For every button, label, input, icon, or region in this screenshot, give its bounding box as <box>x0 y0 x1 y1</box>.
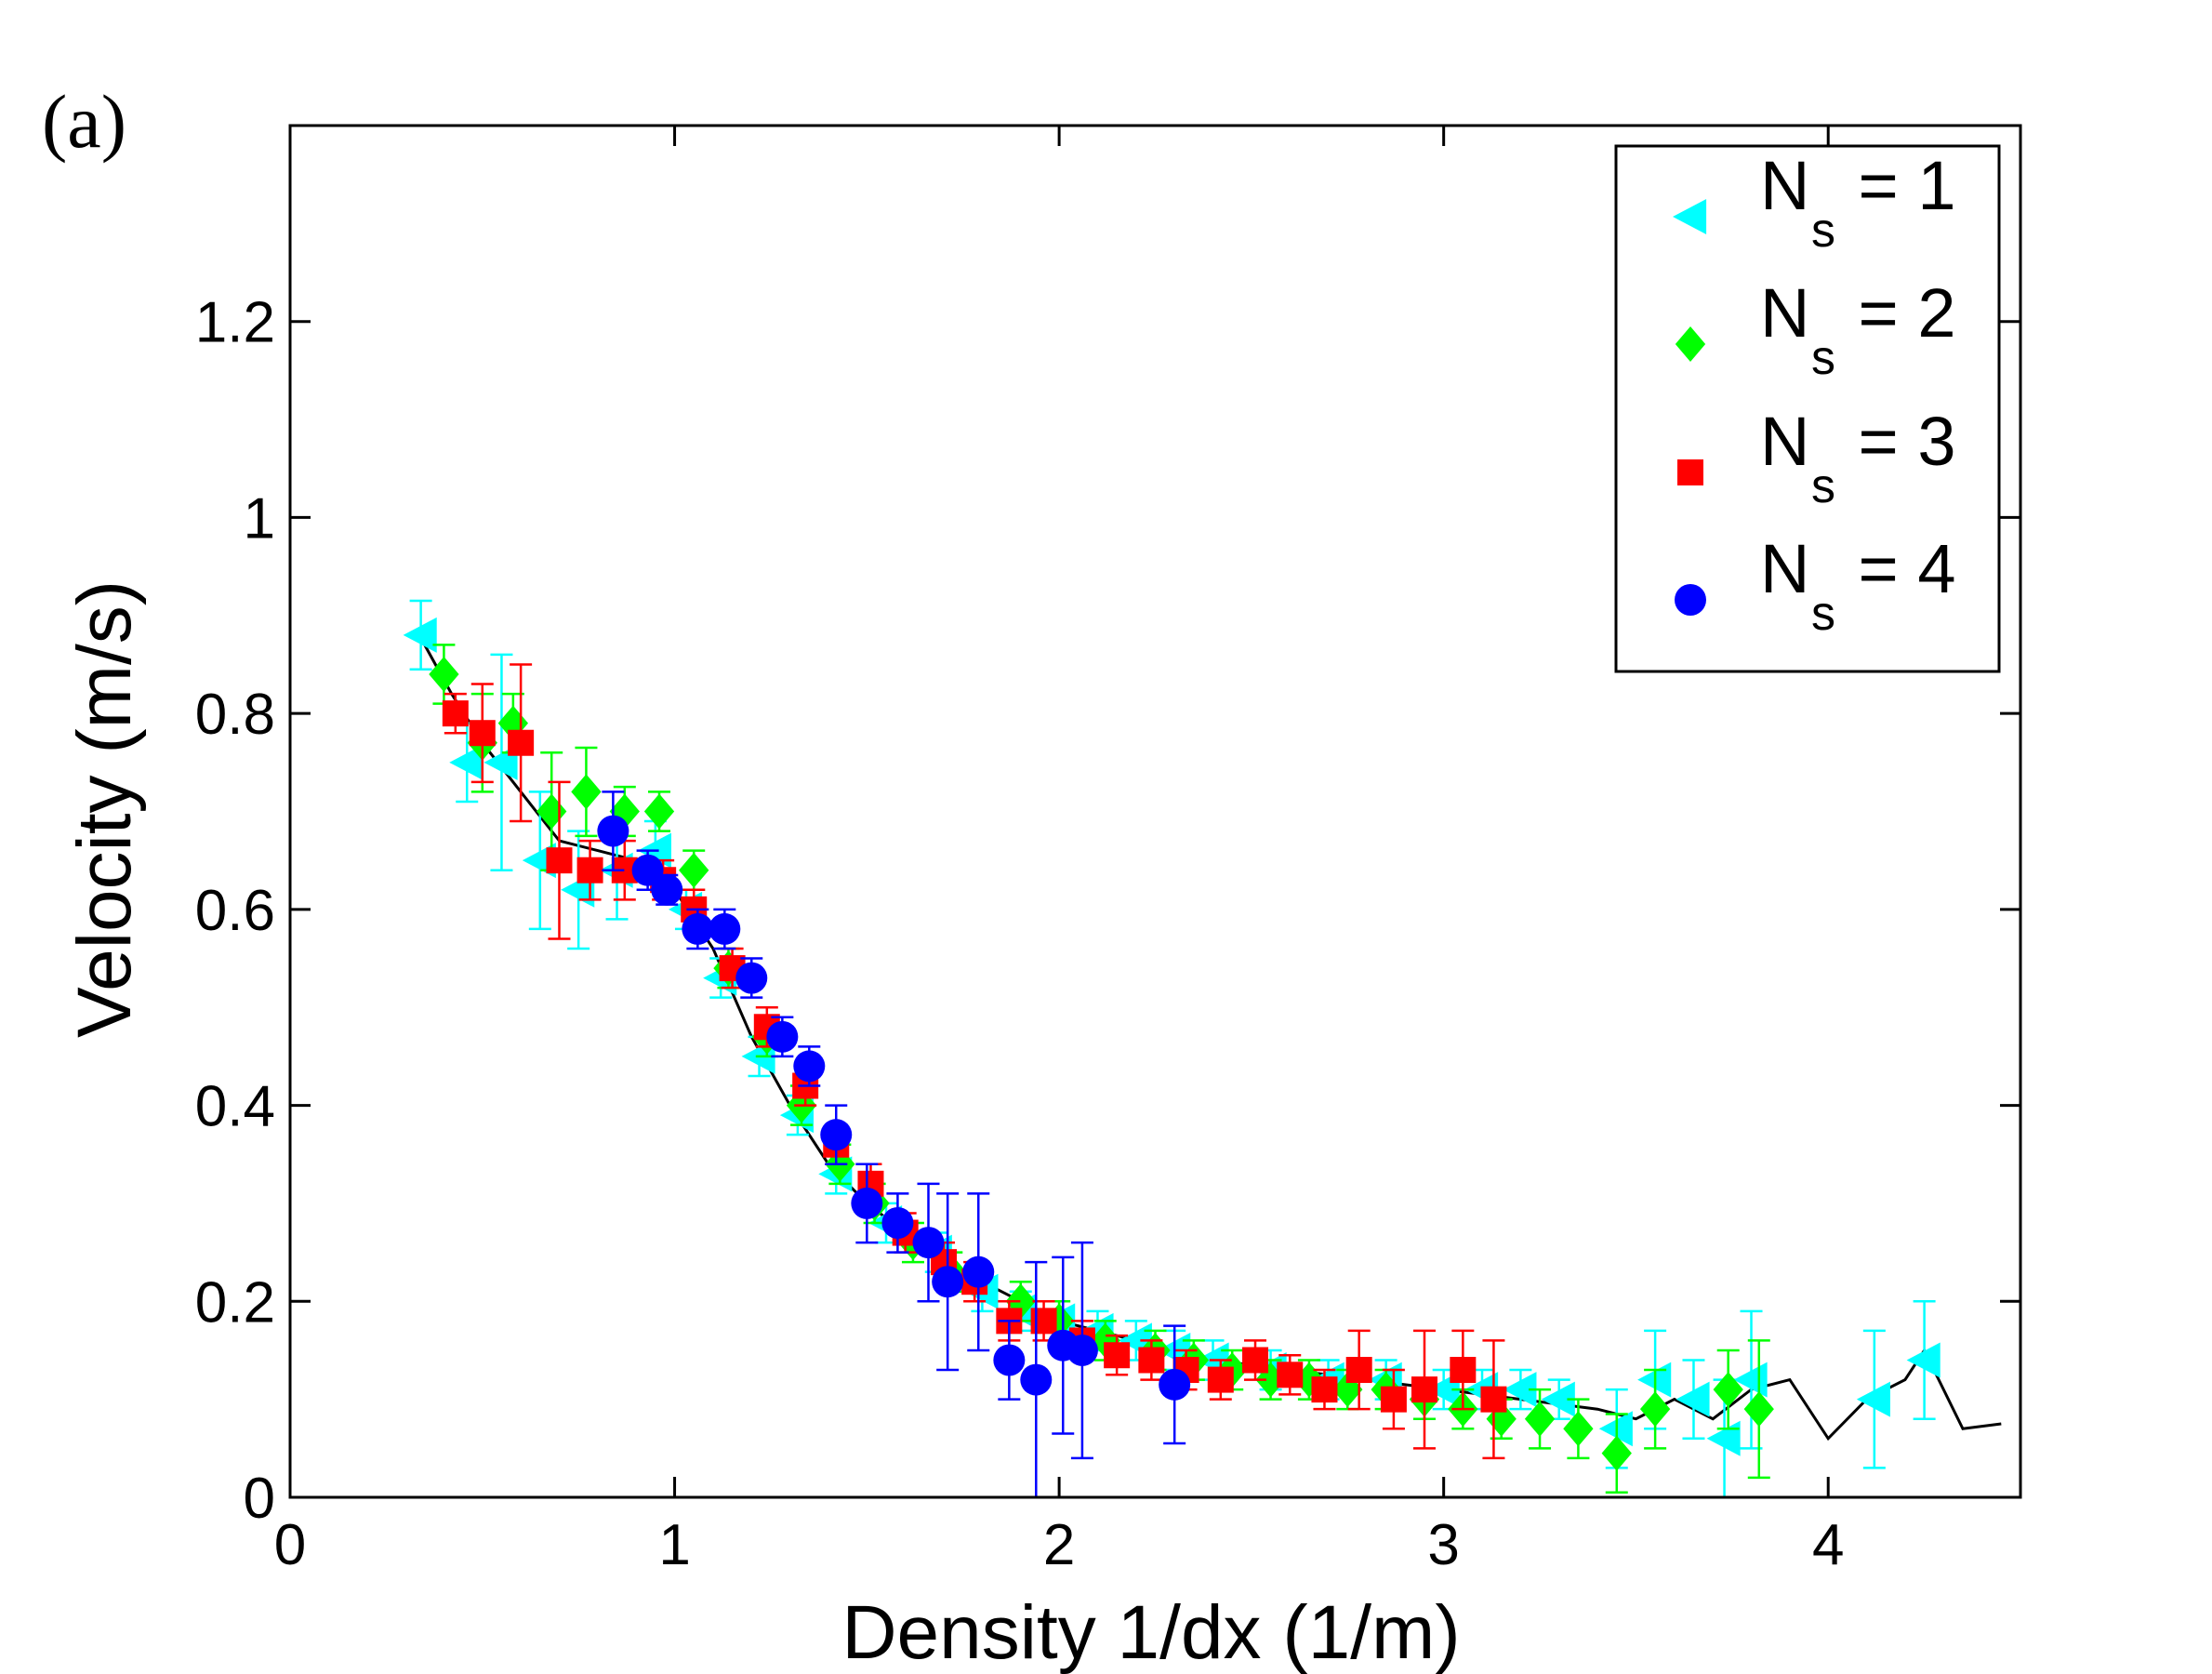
data-point <box>508 729 535 756</box>
data-point <box>1676 1381 1710 1417</box>
data-point <box>820 1119 853 1151</box>
axes: 0 1 2 3 4 0 0.2 0.4 0.6 0.8 1 1.2 <box>195 124 2022 1577</box>
data-point <box>597 815 629 847</box>
legend-symbol: N <box>1760 530 1809 607</box>
legend: N s = 1 N s = 2 N s = 3 N s = 4 <box>1614 144 2001 673</box>
data-point <box>1345 1357 1372 1384</box>
legend-symbol: N <box>1760 147 1809 224</box>
data-point <box>912 1227 945 1259</box>
legend-marker <box>1673 199 1707 234</box>
data-point <box>1030 1308 1057 1335</box>
legend-marker <box>1675 326 1706 362</box>
x-tick-label: 1 <box>658 1513 690 1577</box>
y-tick-label: 0.6 <box>195 879 275 943</box>
y-tick-label: 0.2 <box>195 1270 275 1335</box>
data-point <box>429 657 459 692</box>
data-point <box>679 852 709 888</box>
data-point <box>1207 1366 1234 1393</box>
data-point <box>1104 1342 1131 1369</box>
data-point <box>735 962 768 994</box>
legend-subscript: s <box>1811 331 1835 385</box>
data-point <box>1450 1357 1477 1384</box>
data-point <box>1480 1386 1507 1413</box>
legend-marker <box>1677 459 1703 485</box>
y-tick-label: 0 <box>244 1467 275 1531</box>
legend-entry-2: N s = 2 <box>1760 274 1956 385</box>
data-point <box>449 744 483 780</box>
x-axis-title: Density 1/dx (1/m) <box>841 1590 1460 1674</box>
data-point <box>571 774 602 810</box>
data-point <box>1524 1401 1556 1437</box>
data-point <box>709 912 741 945</box>
data-point <box>1856 1381 1890 1417</box>
legend-entry-3: N s = 3 <box>1760 403 1956 513</box>
data-point <box>1138 1347 1165 1374</box>
legend-marker <box>1675 584 1706 616</box>
panel-label: (a) <box>42 79 126 164</box>
data-point <box>1541 1381 1575 1417</box>
x-tick-label: 2 <box>1043 1513 1075 1577</box>
data-point <box>1242 1347 1269 1374</box>
data-point <box>881 1207 914 1239</box>
data-point <box>962 1256 995 1288</box>
data-point <box>1380 1386 1407 1413</box>
legend-box <box>1614 144 2001 673</box>
data-point <box>651 873 683 906</box>
data-point <box>1713 1372 1743 1408</box>
data-point <box>1159 1368 1191 1401</box>
legend-entry-4: N s = 4 <box>1760 530 1956 641</box>
x-tick-label: 4 <box>1812 1513 1844 1577</box>
x-tick-label: 0 <box>274 1513 306 1577</box>
legend-subscript: s <box>1811 204 1835 258</box>
plot-area <box>403 599 2002 1499</box>
data-point <box>932 1266 964 1298</box>
y-axis-title: Velocity (m/s) <box>62 580 147 1038</box>
data-point <box>1601 1435 1632 1471</box>
data-point <box>1743 1391 1774 1428</box>
y-tick-label: 0.8 <box>195 683 275 747</box>
y-tick-label: 1 <box>244 486 275 551</box>
data-point <box>631 854 664 886</box>
data-point <box>1020 1363 1053 1396</box>
data-point <box>1906 1342 1940 1378</box>
legend-subscript: s <box>1811 459 1835 513</box>
data-point <box>793 1050 826 1083</box>
data-point <box>403 617 437 653</box>
legend-markers <box>1673 199 1707 616</box>
data-point <box>1563 1411 1594 1447</box>
data-point <box>469 720 496 747</box>
y-tick-label: 1.2 <box>195 291 275 355</box>
data-point <box>1503 1372 1537 1408</box>
legend-subscript: s <box>1811 587 1835 641</box>
legend-label: = 1 <box>1839 147 1956 224</box>
data-point <box>442 700 469 727</box>
plot-frame <box>288 124 2022 1499</box>
legend-symbol: N <box>1760 274 1809 352</box>
legend-symbol: N <box>1760 403 1809 480</box>
x-tick-label: 3 <box>1427 1513 1459 1577</box>
data-point <box>1311 1376 1338 1403</box>
data-point <box>1639 1391 1671 1428</box>
legend-label: = 2 <box>1839 274 1956 352</box>
data-point <box>1277 1362 1304 1388</box>
legend-label: = 3 <box>1839 403 1956 480</box>
series-4 <box>597 790 1191 1499</box>
data-point <box>546 847 573 874</box>
legend-entry-1: N s = 1 <box>1760 147 1956 258</box>
data-point <box>1005 1283 1036 1320</box>
data-point <box>766 1020 799 1053</box>
data-point <box>1411 1376 1437 1403</box>
data-point <box>576 857 603 884</box>
data-point <box>1066 1334 1098 1366</box>
data-point <box>851 1187 883 1219</box>
data-point <box>1293 1362 1325 1398</box>
y-tick-label: 0.4 <box>195 1075 275 1139</box>
data-point <box>993 1344 1026 1376</box>
data-point <box>643 793 675 830</box>
data-point <box>682 912 714 945</box>
legend-label: = 4 <box>1839 530 1956 607</box>
